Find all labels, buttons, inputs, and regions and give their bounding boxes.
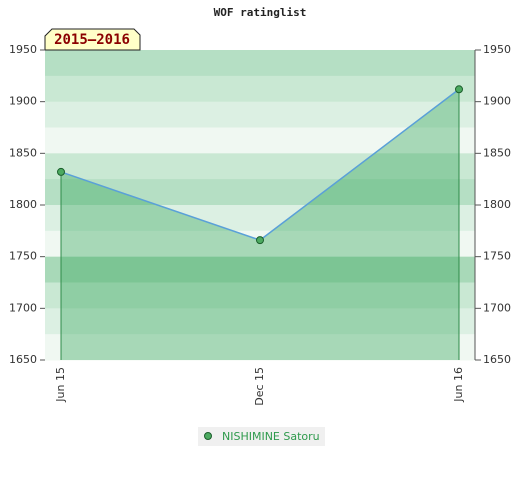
marker (57, 167, 65, 176)
marker (455, 85, 463, 94)
y-tick-label: 1850 (9, 146, 37, 159)
chart-title: WOF ratinglist (214, 6, 307, 19)
y-tick-label: 1650 (9, 353, 37, 366)
marker (256, 236, 264, 245)
area (61, 89, 459, 361)
legend-box (198, 427, 325, 446)
band (45, 334, 475, 361)
legend-label: NISHIMINE Satoru (222, 430, 320, 443)
y2-tick-label: 1750 (483, 250, 511, 263)
band (45, 205, 475, 232)
y2-tick-label: 1900 (483, 95, 511, 108)
y-tick-label: 1900 (9, 95, 37, 108)
band (45, 50, 475, 77)
y2-tick-label: 1850 (483, 146, 511, 159)
y2-tick-label: 1650 (483, 353, 511, 366)
y2-tick-label: 1700 (483, 301, 511, 314)
band (45, 282, 475, 309)
y-tick-label: 1750 (9, 250, 37, 263)
band (45, 153, 475, 180)
x-tick-label: Jun 16 (452, 367, 465, 403)
y-tick-label: 1950 (9, 43, 37, 56)
y-tick-label: 1700 (9, 301, 37, 314)
x-tick-label: Jun 15 (54, 367, 67, 403)
y2-tick-label: 1800 (483, 198, 511, 211)
band (45, 308, 475, 335)
band (45, 101, 475, 128)
y-tick-label: 1800 (9, 198, 37, 211)
x-tick-label: Dec 15 (253, 367, 266, 406)
y2-tick-label: 1950 (483, 43, 511, 56)
legend-marker (204, 432, 212, 440)
band (45, 179, 475, 206)
band (45, 75, 475, 103)
badge-box (44, 28, 141, 51)
band (45, 256, 475, 283)
badge: 2015–2016 (54, 32, 130, 48)
